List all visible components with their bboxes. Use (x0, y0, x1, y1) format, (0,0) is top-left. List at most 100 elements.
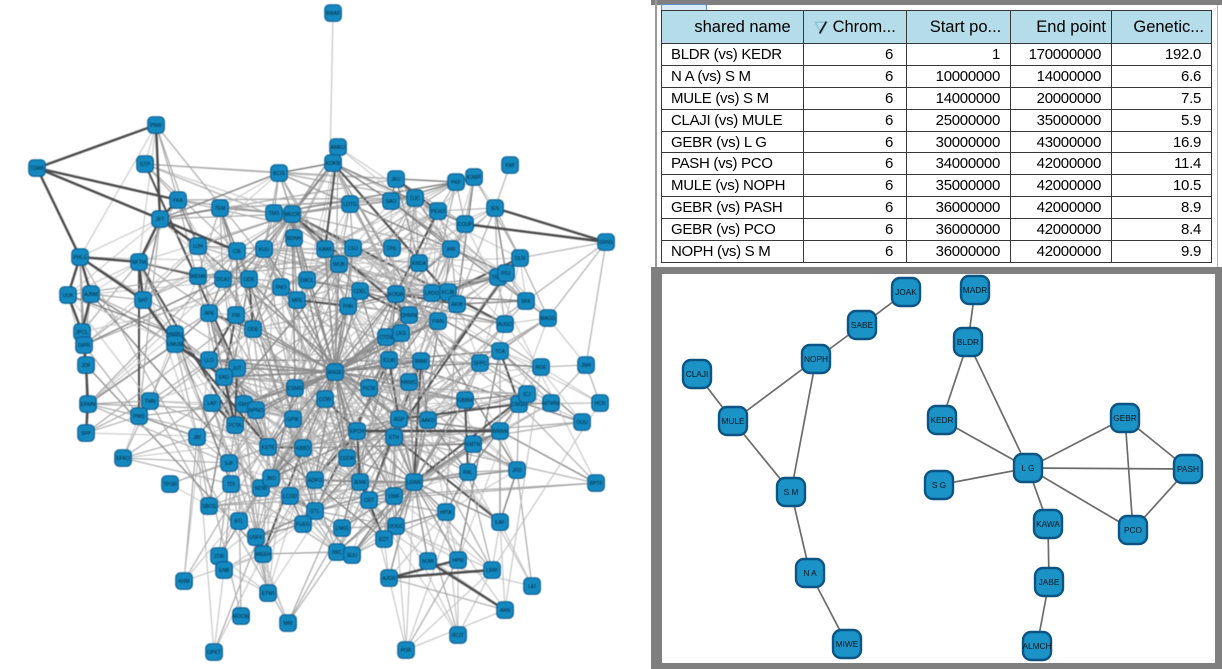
svg-text:HCN: HCN (595, 401, 606, 407)
svg-text:HWPU: HWPU (167, 332, 183, 338)
svg-text:PDJ: PDJ (501, 271, 511, 277)
svg-text:EFKO: EFKO (116, 456, 130, 462)
svg-text:MIWE: MIWE (836, 639, 859, 649)
svg-text:EMTN: EMTN (466, 442, 481, 448)
svg-text:MRI: MRI (283, 621, 292, 627)
svg-text:RGE: RGE (536, 365, 548, 371)
svg-text:BLDR: BLDR (957, 337, 979, 347)
svg-text:CTDS: CTDS (379, 335, 393, 341)
svg-text:JBI: JBI (193, 435, 200, 441)
svg-text:WEMK: WEMK (190, 274, 206, 280)
svg-text:KOGR: KOGR (389, 292, 404, 298)
svg-text:SAO: SAO (386, 199, 397, 205)
svg-text:PNW: PNW (150, 123, 162, 129)
svg-text:NDW: NDW (255, 486, 267, 492)
svg-text:TDI: TDI (227, 482, 235, 488)
svg-text:FNO: FNO (276, 285, 287, 291)
svg-text:AKW: AKW (451, 302, 463, 308)
svg-text:FHR: FHR (343, 304, 354, 310)
svg-text:UWF: UWF (388, 494, 399, 500)
svg-text:SBOS: SBOS (202, 504, 217, 510)
svg-text:GTP: GTP (140, 162, 151, 168)
svg-text:JNH: JNH (581, 363, 591, 369)
svg-text:OLM: OLM (515, 256, 526, 262)
svg-text:SJF: SJF (225, 461, 234, 467)
svg-text:TCA: TCA (495, 349, 506, 355)
svg-text:KSTE: KSTE (261, 445, 275, 451)
svg-text:BMW: BMW (415, 359, 428, 365)
svg-text:BWAF: BWAF (326, 11, 340, 17)
svg-text:CLAJI: CLAJI (686, 369, 709, 379)
svg-text:LPDO: LPDO (425, 291, 439, 297)
svg-text:BDNH: BDNH (287, 236, 302, 242)
svg-text:PEWJ: PEWJ (431, 209, 445, 215)
svg-text:POR: POR (401, 648, 412, 654)
svg-text:ANGE: ANGE (328, 370, 343, 376)
svg-text:KOKN: KOKN (326, 161, 341, 167)
svg-text:WEEH: WEEH (256, 552, 271, 558)
svg-text:GTL: GTL (310, 509, 320, 515)
svg-text:UOGC: UOGC (389, 524, 404, 530)
svg-text:GMS: GMS (238, 402, 250, 408)
svg-text:JABE: JABE (1039, 577, 1060, 587)
svg-text:GPIK: GPIK (287, 417, 300, 423)
svg-text:JOAK: JOAK (895, 287, 917, 297)
svg-text:MOCW: MOCW (233, 614, 250, 620)
svg-text:L G: L G (1021, 463, 1034, 473)
svg-text:HPM: HPM (452, 558, 463, 564)
svg-text:LDTG: LDTG (343, 202, 356, 208)
svg-text:KAWA: KAWA (1036, 519, 1060, 529)
svg-text:LSU: LSU (348, 246, 358, 252)
svg-text:ERMN: ERMN (81, 402, 96, 408)
svg-text:AMKU: AMKU (331, 145, 346, 151)
svg-text:MFE: MFE (292, 298, 303, 304)
svg-text:FCTA: FCTA (229, 423, 242, 429)
svg-text:FWN: FWN (432, 319, 444, 325)
svg-text:NPNO: NPNO (249, 408, 264, 414)
svg-text:JUT: JUT (232, 366, 241, 372)
svg-text:SRNS: SRNS (599, 240, 614, 246)
svg-text:AAKD: AAKD (421, 418, 435, 424)
svg-text:LCOD: LCOD (283, 494, 297, 500)
svg-text:UUK: UUK (63, 293, 74, 299)
svg-text:CDEL: CDEL (353, 289, 367, 295)
svg-text:ADFO: ADFO (308, 478, 322, 484)
svg-text:COW: COW (319, 397, 332, 403)
svg-text:PCO: PCO (1124, 525, 1143, 535)
svg-text:HNWC: HNWC (401, 380, 417, 386)
svg-text:EPCH: EPCH (350, 429, 364, 435)
svg-text:LEI: LEI (528, 584, 536, 590)
svg-text:KEDR: KEDR (930, 415, 953, 425)
svg-text:LLO: LLO (204, 358, 214, 364)
svg-text:S G: S G (932, 480, 946, 490)
svg-text:CSMG: CSMG (288, 386, 303, 392)
svg-text:CIE: CIE (233, 249, 242, 255)
svg-text:SFPC: SFPC (473, 361, 487, 367)
svg-text:CRT: CRT (364, 498, 374, 504)
svg-text:LAP: LAP (207, 401, 217, 407)
svg-text:KBBD: KBBD (296, 446, 310, 452)
svg-text:LGWE: LGWE (407, 480, 422, 486)
svg-text:SFP: SFP (81, 431, 91, 437)
svg-text:SABE: SABE (851, 320, 874, 330)
svg-text:TMS: TMS (269, 211, 280, 217)
svg-text:TMN: TMN (145, 399, 156, 405)
svg-text:NFTM: NFTM (132, 260, 146, 266)
svg-text:PKF: PKF (451, 180, 461, 186)
svg-text:OUU: OUU (576, 420, 588, 426)
svg-text:PWS: PWS (133, 414, 145, 420)
svg-text:MTWW: MTWW (543, 401, 560, 407)
svg-text:KAWI: KAWI (319, 247, 332, 253)
svg-text:LRRI: LRRI (486, 568, 497, 574)
svg-text:JBO: JBO (266, 476, 276, 482)
svg-text:JTIR: JTIR (214, 554, 225, 560)
svg-text:EAF: EAF (495, 520, 505, 526)
svg-text:FKA: FKA (173, 198, 183, 204)
svg-text:KMI: KMI (506, 163, 515, 169)
svg-text:PASH: PASH (1177, 464, 1199, 474)
svg-text:ETWI: ETWI (262, 591, 275, 597)
svg-text:COUP: COUP (458, 222, 473, 228)
svg-text:RCIT: RCIT (452, 633, 464, 639)
svg-text:N A: N A (803, 568, 817, 578)
svg-text:CWSS: CWSS (512, 402, 528, 408)
